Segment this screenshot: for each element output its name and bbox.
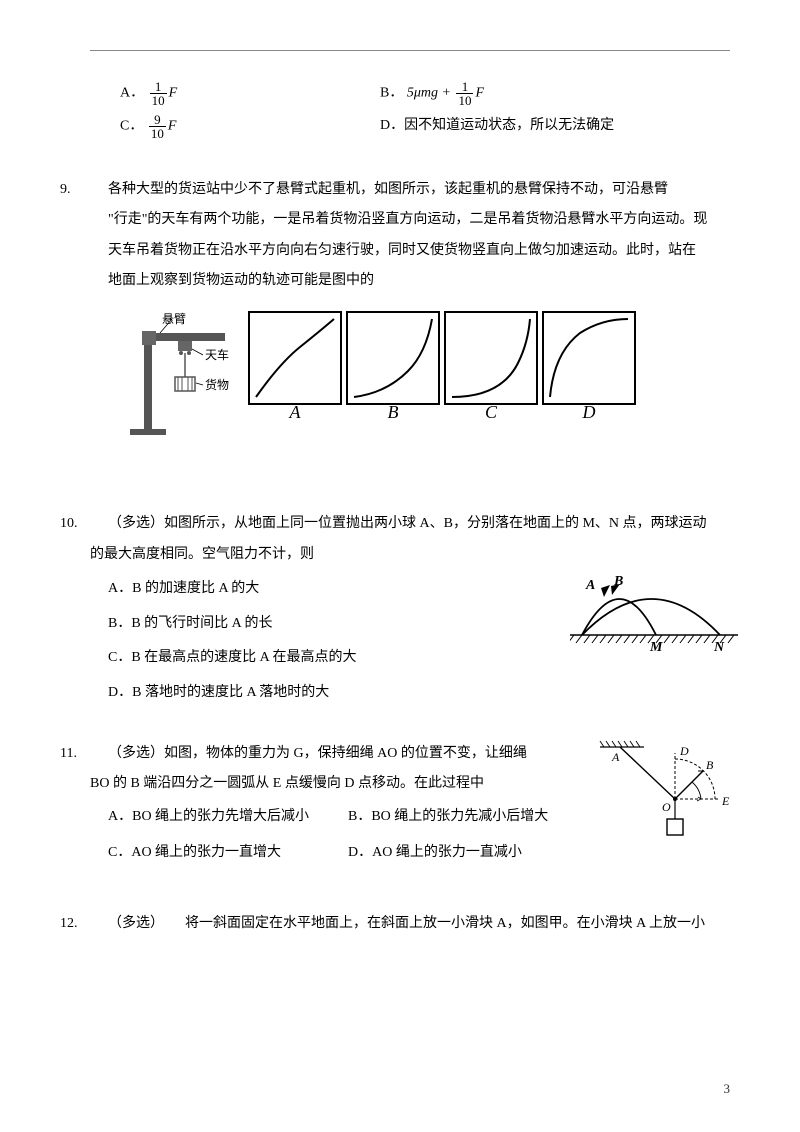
fraction: 9 10 <box>149 113 166 140</box>
fig-label: B <box>348 395 438 429</box>
crane-icon: 悬臂 天车 货物 <box>110 311 240 451</box>
stem-line: 地面上观察到货物运动的轨迹可能是图中的 <box>108 268 730 295</box>
q8-opt-c: C． 9 10 F <box>120 113 380 140</box>
q10-projectile-figure: A B M N <box>570 555 740 655</box>
opt-label: A． <box>120 86 144 101</box>
fraction: 1 10 <box>150 80 167 107</box>
exam-page: A． 1 10 F B． 5μmg + 1 10 F C． 9 10 <box>0 0 800 1132</box>
stem-line: 各种大型的货运站中少不了悬臂式起重机，如图所示，该起重机的悬臂保持不动，可沿悬臂 <box>108 177 730 204</box>
q8-opt-a: A． 1 10 F <box>120 80 380 107</box>
variable: F <box>169 86 178 101</box>
q8-opt-b: B． 5μmg + 1 10 F <box>380 80 730 107</box>
fraction: 1 10 <box>456 80 473 107</box>
q8-options: A． 1 10 F B． 5μmg + 1 10 F C． 9 10 <box>90 80 730 141</box>
q10-opt-d: D．B 落地时的速度比 A 落地时的大 <box>108 680 730 707</box>
question-12: 12. （多选） 将一斜面固定在水平地面上，在斜面上放一小滑块 A，如图甲。在小… <box>90 911 730 938</box>
fig-label: A <box>250 395 340 429</box>
crane-arm-label: 悬臂 <box>162 312 186 326</box>
q12-body: （多选） 将一斜面固定在水平地面上，在斜面上放一小滑块 A，如图甲。在小滑块 A… <box>108 911 730 938</box>
stem-line: （多选）如图所示，从地面上同一位置抛出两小球 A、B，分别落在地面上的 M、N … <box>108 511 730 538</box>
numerator: 1 <box>150 80 167 94</box>
q8-opt-d: D．因不知道运动状态，所以无法确定 <box>380 113 730 140</box>
numerator: 9 <box>149 113 166 127</box>
label-b: B <box>706 758 714 772</box>
denominator: 10 <box>149 127 166 140</box>
fig-label: C <box>446 395 536 429</box>
question-number: 12. <box>60 911 78 938</box>
stem-line: （多选） 将一斜面固定在水平地面上，在斜面上放一小滑块 A，如图甲。在小滑块 A… <box>108 911 730 938</box>
label-n: N <box>713 640 725 655</box>
opt-text: 因不知道运动状态，所以无法确定 <box>404 118 614 133</box>
trajectory-b: B <box>346 311 440 405</box>
crane-cargo-label: 货物 <box>205 377 229 392</box>
denominator: 10 <box>150 94 167 107</box>
question-number: 11. <box>60 741 77 768</box>
denominator: 10 <box>456 94 473 107</box>
trajectory-a: A <box>248 311 342 405</box>
opt-label: C． <box>120 119 143 134</box>
variable: F <box>168 119 177 134</box>
q11-rope-figure: A D B E O <box>590 733 740 853</box>
label-e: E <box>721 794 730 808</box>
stem-line: "行走"的天车有两个功能，一是吊着货物沿竖直方向运动，二是吊着货物沿悬臂水平方向… <box>108 207 730 234</box>
question-10: 10. （多选）如图所示，从地面上同一位置抛出两小球 A、B，分别落在地面上的 … <box>90 511 730 707</box>
trajectory-c: C <box>444 311 538 405</box>
label-m: M <box>649 640 663 655</box>
question-9: 9. 各种大型的货运站中少不了悬臂式起重机，如图所示，该起重机的悬臂保持不动，可… <box>90 177 730 451</box>
q9-figures: 悬臂 天车 货物 A B C <box>110 311 730 451</box>
q11-opt-b: B．BO 绳上的张力先减小后增大 <box>348 804 588 831</box>
numerator: 1 <box>456 80 473 94</box>
header-rule <box>90 50 730 51</box>
page-number: 3 <box>724 1077 731 1102</box>
formula-prefix: 5μmg + <box>407 86 455 101</box>
label-b: B <box>613 574 623 589</box>
stem-line: 天车吊着货物正在沿水平方向向右匀速行驶，同时又使货物竖直向上做匀加速运动。此时，… <box>108 238 730 265</box>
label-o: O <box>662 800 671 814</box>
q9-body: 各种大型的货运站中少不了悬臂式起重机，如图所示，该起重机的悬臂保持不动，可沿悬臂… <box>108 177 730 295</box>
q11-opt-d: D．AO 绳上的张力一直减小 <box>348 840 588 867</box>
fig-label: D <box>544 395 634 429</box>
question-number: 10. <box>60 511 78 538</box>
opt-label: B． <box>380 86 403 101</box>
variable: F <box>475 86 484 101</box>
question-number: 9. <box>60 177 71 204</box>
label-a: A <box>611 750 620 764</box>
crane-car-label: 天车 <box>205 347 229 362</box>
q11-opt-c: C．AO 绳上的张力一直增大 <box>108 840 348 867</box>
opt-label: D． <box>380 118 404 133</box>
label-a: A <box>585 578 595 593</box>
trajectory-d: D <box>542 311 636 405</box>
q11-opt-a: A．BO 绳上的张力先增大后减小 <box>108 804 348 831</box>
question-11: 11. （多选）如图，物体的重力为 G，保持细绳 AO 的位置不变，让细绳 BO… <box>90 741 730 877</box>
label-d: D <box>679 744 689 758</box>
